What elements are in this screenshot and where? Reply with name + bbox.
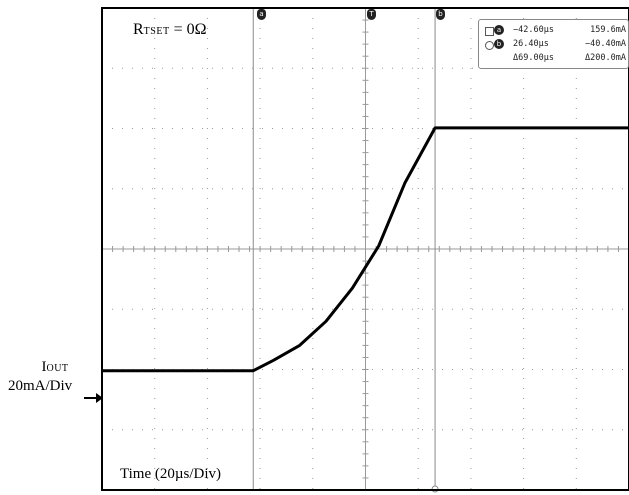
delta-time: Δ69.00µs	[513, 53, 554, 63]
trace	[102, 126, 629, 373]
cursor-b-icon: b	[494, 39, 504, 49]
iout-main: I	[41, 359, 47, 375]
readout-row-b: b 26.40µs −40.40mA	[479, 39, 629, 52]
series-line	[102, 126, 629, 373]
y-axis-label: IOUT	[35, 359, 75, 376]
y-scale-label: 20mA/Div	[8, 378, 73, 394]
cursor-b-marker-icon[interactable]: b	[436, 9, 445, 20]
readout-row-delta: Δ69.00µs Δ200.0mA	[479, 53, 629, 66]
plot-frame	[101, 7, 629, 491]
cursor-a-icon: a	[494, 25, 504, 35]
cursor-b-time: 26.40µs	[513, 39, 549, 49]
delta-value: Δ200.0mA	[585, 53, 626, 63]
radio-icon	[485, 41, 494, 50]
trigger-marker-icon[interactable]: T	[367, 9, 376, 20]
cursor-a-marker-icon[interactable]: a	[257, 9, 266, 20]
cursor-b-value: −40.40mA	[585, 39, 626, 49]
readout-row-a: a −42.60µs 159.6mA	[479, 25, 629, 38]
rtset-annotation: RTSET = 0Ω	[133, 21, 206, 39]
rtset-value: = 0Ω	[169, 21, 207, 38]
x-axis-label: Time (20µs/Div)	[120, 466, 222, 482]
rtset-main: R	[133, 21, 144, 38]
cursor-a-time: −42.60µs	[513, 25, 554, 35]
grid	[101, 7, 629, 490]
cursor-a-value: 159.6mA	[590, 25, 626, 35]
rtset-subscript: TSET	[143, 26, 170, 37]
checkbox-icon	[485, 27, 494, 36]
iout-subscript: OUT	[46, 363, 69, 374]
cursor-readout-panel: a −42.60µs 159.6mA b 26.40µs −40.40mA Δ6…	[478, 19, 629, 69]
ground-arrow-icon	[84, 393, 103, 403]
